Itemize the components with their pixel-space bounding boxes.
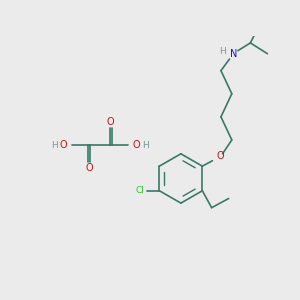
Text: O: O — [85, 164, 93, 173]
Text: O: O — [133, 140, 140, 150]
Text: O: O — [59, 140, 67, 150]
Text: O: O — [216, 151, 224, 161]
Text: Cl: Cl — [136, 186, 145, 195]
Text: O: O — [107, 117, 115, 127]
Text: H: H — [219, 47, 226, 56]
Text: N: N — [230, 49, 237, 59]
Text: H: H — [51, 141, 58, 150]
Text: H: H — [142, 141, 148, 150]
